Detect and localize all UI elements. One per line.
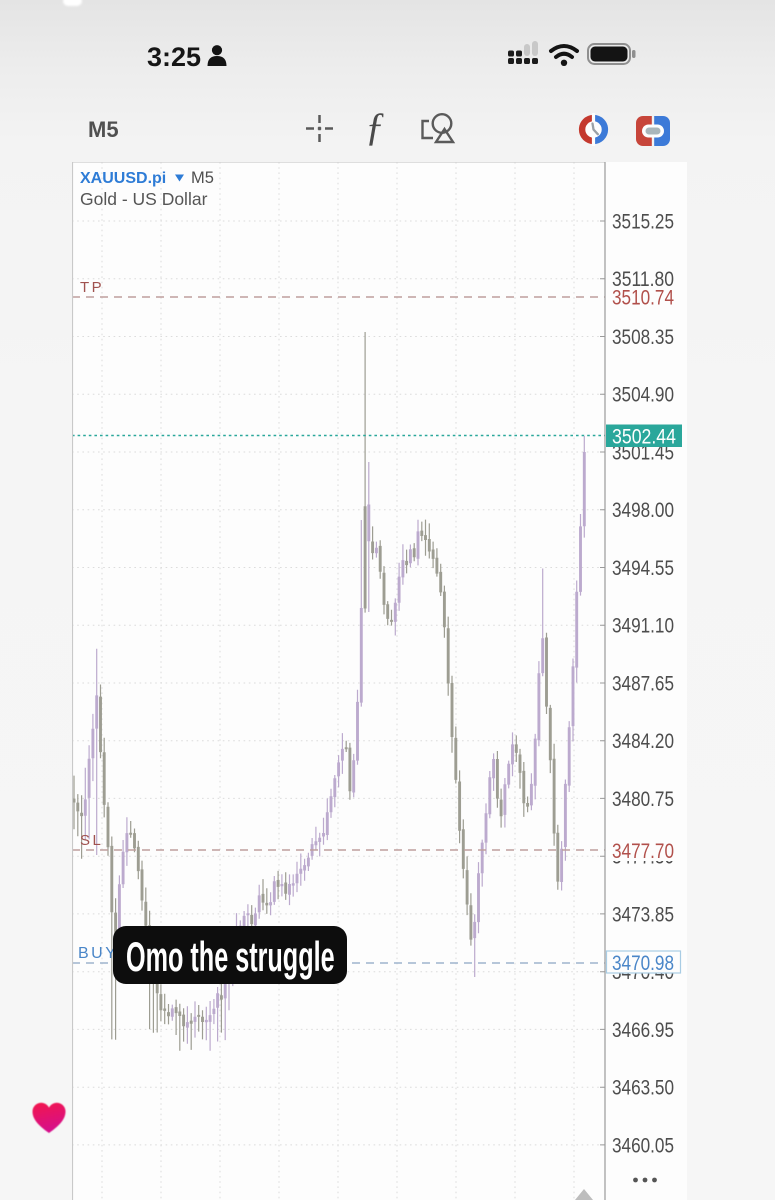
svg-text:3477.70: 3477.70 — [612, 840, 674, 863]
svg-text:3501.45: 3501.45 — [612, 442, 674, 465]
svg-text:3473.85: 3473.85 — [612, 903, 674, 926]
svg-text:M5: M5 — [191, 169, 214, 187]
svg-text:3470.98: 3470.98 — [612, 952, 674, 975]
svg-text:Gold - US Dollar: Gold - US Dollar — [80, 189, 208, 209]
svg-text:3511.80: 3511.80 — [612, 268, 674, 291]
svg-text:SL: SL — [80, 832, 103, 849]
svg-text:3460.05: 3460.05 — [612, 1134, 674, 1157]
svg-text:3508.35: 3508.35 — [612, 326, 674, 349]
svg-text:3491.10: 3491.10 — [612, 615, 674, 638]
svg-text:TP: TP — [80, 279, 104, 296]
svg-text:XAUUSD.pi: XAUUSD.pi — [80, 170, 166, 187]
svg-text:3480.75: 3480.75 — [612, 788, 674, 811]
svg-text:3502.44: 3502.44 — [612, 426, 676, 449]
svg-text:3484.20: 3484.20 — [612, 730, 674, 753]
svg-text:3463.50: 3463.50 — [612, 1077, 674, 1100]
svg-text:3487.65: 3487.65 — [612, 673, 674, 696]
svg-text:3504.90: 3504.90 — [612, 384, 674, 407]
svg-text:3466.95: 3466.95 — [612, 1019, 674, 1042]
svg-text:BUY: BUY — [78, 945, 118, 962]
svg-text:3510.74: 3510.74 — [612, 287, 674, 310]
svg-text:3498.00: 3498.00 — [612, 499, 674, 522]
svg-text:3494.55: 3494.55 — [612, 557, 674, 580]
svg-text:3515.25: 3515.25 — [612, 211, 674, 234]
